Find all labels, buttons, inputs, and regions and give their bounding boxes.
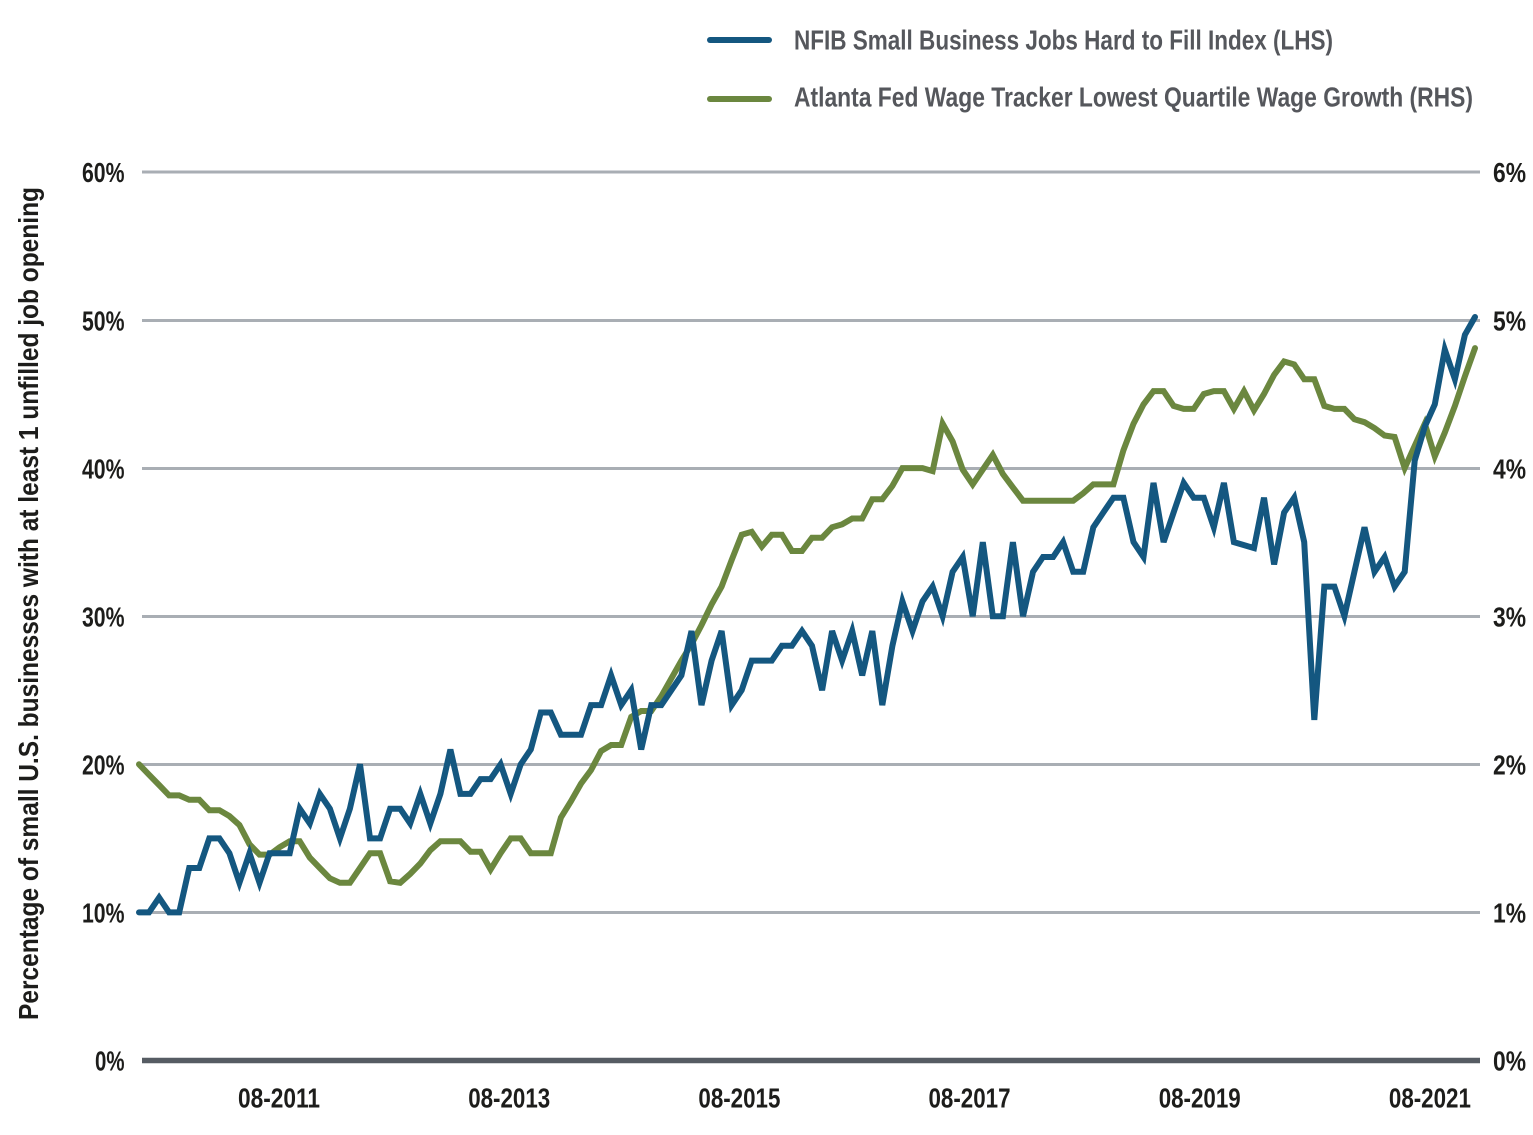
svg-text:08-2013: 08-2013 — [468, 1083, 550, 1114]
svg-text:6%: 6% — [1493, 157, 1526, 188]
svg-text:20%: 20% — [82, 749, 125, 780]
svg-text:08-2021: 08-2021 — [1389, 1083, 1471, 1114]
svg-text:08-2011: 08-2011 — [238, 1083, 320, 1114]
svg-text:5%: 5% — [1493, 305, 1526, 336]
svg-text:NFIB Small Business Jobs Hard: NFIB Small Business Jobs Hard to Fill In… — [794, 25, 1333, 56]
svg-text:3%: 3% — [1493, 601, 1526, 632]
svg-text:Atlanta Fed Wage Tracker Lowes: Atlanta Fed Wage Tracker Lowest Quartile… — [794, 82, 1473, 113]
svg-text:0%: 0% — [1493, 1045, 1526, 1076]
svg-text:08-2015: 08-2015 — [698, 1083, 780, 1114]
svg-text:40%: 40% — [82, 453, 125, 484]
svg-text:0%: 0% — [95, 1045, 125, 1076]
svg-text:08-2017: 08-2017 — [929, 1083, 1011, 1114]
svg-text:2%: 2% — [1493, 749, 1526, 780]
svg-text:10%: 10% — [82, 897, 125, 928]
svg-text:4%: 4% — [1493, 453, 1526, 484]
svg-text:50%: 50% — [82, 305, 125, 336]
svg-text:30%: 30% — [82, 601, 125, 632]
svg-text:08-2019: 08-2019 — [1159, 1083, 1241, 1114]
svg-text:60%: 60% — [82, 157, 125, 188]
svg-text:1%: 1% — [1493, 897, 1526, 928]
svg-text:Percentage of small U.S. busin: Percentage of small U.S. businesses with… — [13, 187, 44, 1020]
